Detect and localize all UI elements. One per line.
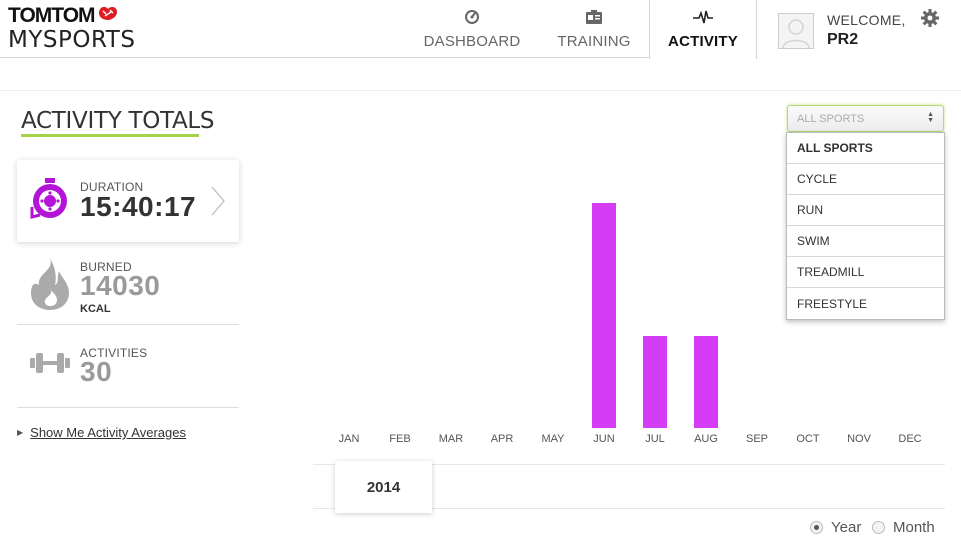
sport-option-treadmill[interactable]: TREADMILL <box>787 257 944 288</box>
burned-value: 14030 <box>80 270 161 301</box>
nav-training[interactable]: TRAINING <box>548 0 640 58</box>
tomtom-mysports-logo[interactable]: TOMTOM MYSPORTS <box>8 4 135 53</box>
up-down-arrows-icon: ▲ ▼ <box>927 111 934 124</box>
main-content <box>0 90 961 552</box>
burned-unit: KCAL <box>80 303 111 315</box>
logo-wordmark-top: TOMTOM <box>8 3 96 27</box>
user-area: WELCOME, PR2 <box>758 0 961 58</box>
month-label-jul: JUL <box>645 433 665 445</box>
bar-aug[interactable] <box>694 336 718 428</box>
month-label-sep: SEP <box>745 433 768 445</box>
period-divider-top <box>313 464 945 465</box>
month-label-apr: APR <box>490 433 514 445</box>
sport-option-run[interactable]: RUN <box>787 195 944 226</box>
activities-value: 30 <box>80 356 113 387</box>
month-label-dec: DEC <box>898 433 922 445</box>
bar-jul[interactable] <box>643 336 667 428</box>
stopwatch-icon <box>28 177 72 226</box>
radio-year-button[interactable] <box>810 521 823 534</box>
year-tab-2014[interactable]: 2014 <box>335 461 432 513</box>
sport-filter-options: ALL SPORTS CYCLE RUN SWIM TREADMILL FREE… <box>786 132 945 320</box>
page-title: ACTIVITY TOTALS <box>21 108 215 134</box>
month-label-feb: FEB <box>389 433 411 445</box>
duration-value: 15:40:17 <box>80 191 197 222</box>
activity-pulse-icon <box>692 9 714 30</box>
title-underline <box>21 134 199 137</box>
radio-month-label: Month <box>893 519 935 536</box>
month-label-mar: MAR <box>438 433 464 445</box>
avatar[interactable] <box>778 13 814 49</box>
radio-year-label: Year <box>831 519 862 536</box>
flame-icon <box>29 255 71 316</box>
month-label-jun: JUN <box>593 433 615 445</box>
sport-filter-value: ALL SPORTS <box>797 112 865 125</box>
sport-option-cycle[interactable]: CYCLE <box>787 164 944 195</box>
activities-label: ACTIVITIES <box>80 346 148 360</box>
bar-jun[interactable] <box>592 203 616 428</box>
dumbbell-icon <box>29 350 71 381</box>
gear-icon[interactable] <box>920 8 940 28</box>
welcome-text: WELCOME, <box>827 12 906 28</box>
month-label-nov: NOV <box>847 433 871 445</box>
user-silhouette-icon <box>782 19 810 49</box>
show-averages-link[interactable]: ▶ Show Me Activity Averages <box>17 425 186 440</box>
sport-filter-select[interactable]: ALL SPORTS ▲ ▼ <box>787 105 944 132</box>
sport-option-freestyle[interactable]: FREESTYLE <box>797 296 868 311</box>
triangle-right-icon: ▶ <box>17 428 24 437</box>
dashboard-icon <box>463 9 481 30</box>
month-label-jan: JAN <box>338 433 360 445</box>
nav-training-label: TRAINING <box>557 33 631 50</box>
month-label-aug: AUG <box>694 433 718 445</box>
show-averages-link-text: Show Me Activity Averages <box>30 425 186 440</box>
training-icon <box>585 9 603 30</box>
radio-year[interactable]: Year <box>810 519 861 536</box>
period-divider-bottom <box>313 508 945 509</box>
sport-option-swim[interactable]: SWIM <box>787 226 944 257</box>
burned-card[interactable]: BURNED 14030 KCAL <box>17 245 239 325</box>
duration-card[interactable]: DURATION 15:40:17 <box>17 160 239 242</box>
duration-label: DURATION <box>80 180 144 194</box>
sport-option-all[interactable]: ALL SPORTS <box>787 133 944 164</box>
top-header: TOMTOM MYSPORTS DASHBOARD <box>0 0 961 59</box>
nav-activity-label: ACTIVITY <box>668 33 738 50</box>
radio-month[interactable]: Month <box>872 519 935 536</box>
activities-card[interactable]: ACTIVITIES 30 <box>17 326 239 408</box>
month-label-oct: OCT <box>796 433 820 445</box>
username: PR2 <box>827 31 859 48</box>
nav-dashboard-label: DASHBOARD <box>423 33 521 50</box>
tomtom-hands-icon <box>97 4 119 27</box>
nav-activity[interactable]: ACTIVITY <box>649 0 757 59</box>
nav-dashboard[interactable]: DASHBOARD <box>418 0 526 58</box>
burned-label: BURNED <box>80 260 132 274</box>
month-label-may: MAY <box>541 433 565 445</box>
radio-month-button[interactable] <box>872 521 885 534</box>
logo-wordmark-bottom: MYSPORTS <box>8 27 136 53</box>
chevron-right-icon <box>210 186 226 221</box>
